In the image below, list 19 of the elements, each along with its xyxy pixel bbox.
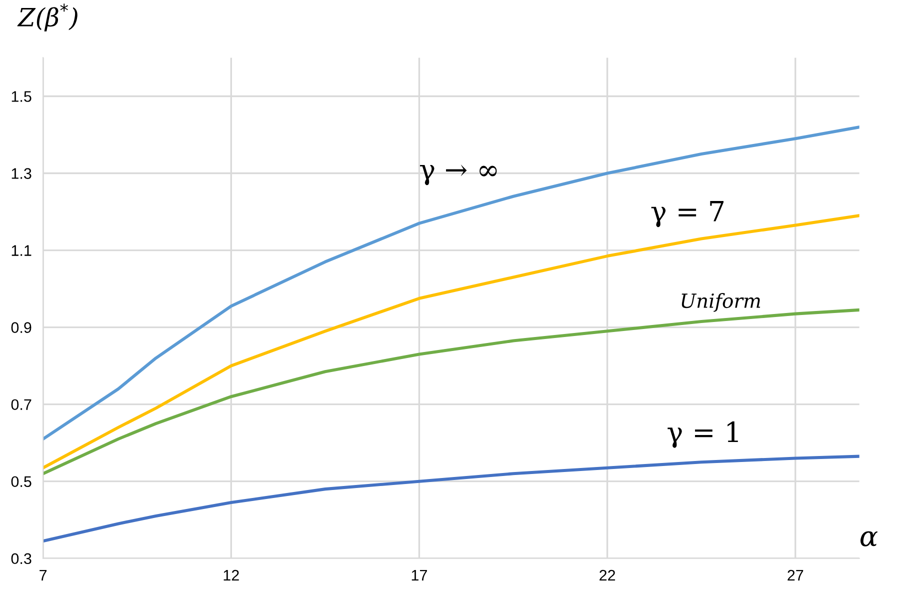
x-tick-label: 17 <box>412 570 427 581</box>
y-tick-label: 1.3 <box>12 168 32 179</box>
y-tick-label: 0.3 <box>11 553 32 564</box>
y-tick-label: 0.5 <box>11 476 32 488</box>
y-tick-label: 0.9 <box>11 322 32 333</box>
x-tick-label: 12 <box>224 570 239 581</box>
y-tick-label: 1.5 <box>12 91 32 102</box>
series-label: γ = 7 <box>651 201 724 228</box>
series-label: γ → ∞ <box>420 164 497 186</box>
x-tick-label: 22 <box>600 570 616 581</box>
series-label: Uniform <box>682 293 760 312</box>
x-tick-label: 27 <box>788 570 804 581</box>
y-tick-label: 0.7 <box>11 399 32 410</box>
series-label: γ = 1 <box>668 421 738 448</box>
y-tick-label: 1.1 <box>12 245 32 256</box>
line-series <box>43 454 860 543</box>
x-axis-title: α <box>860 531 878 546</box>
x-tick-label: 7 <box>40 570 47 581</box>
y-axis-title: Z(β$^{*}$) <box>17 4 78 32</box>
